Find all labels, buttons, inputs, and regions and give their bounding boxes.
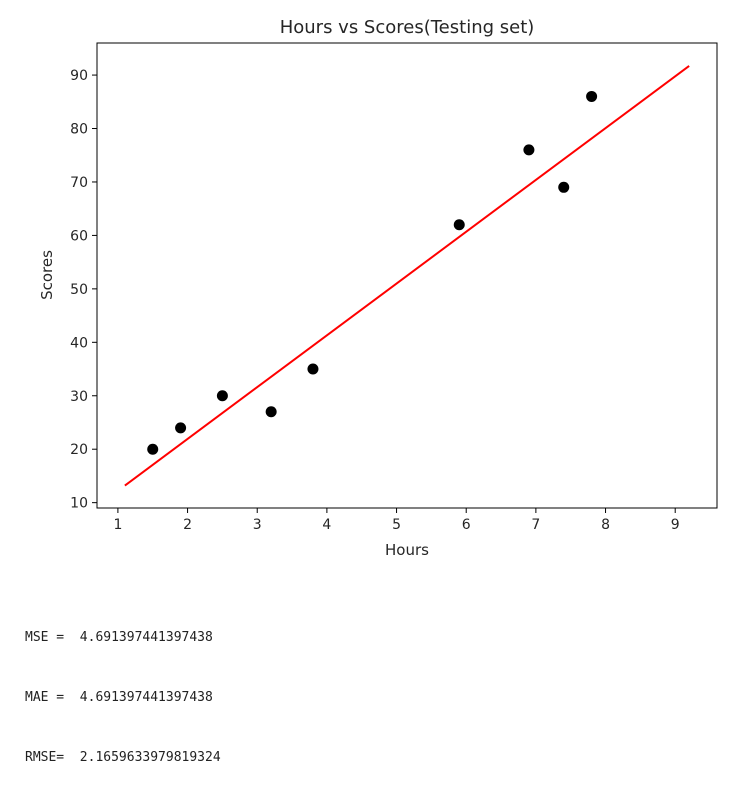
x-axis: 1 2 3 4 5 6 7 8 9 [113,508,680,533]
y-axis-label: Scores [38,250,56,300]
data-point [523,144,535,156]
data-point [453,219,465,231]
y-axis: 10 20 30 40 50 60 70 80 90 [70,68,97,512]
data-points-layer [147,90,598,455]
x-tick-label: 6 [462,517,471,533]
x-tick-label: 1 [113,517,122,533]
x-tick-label: 8 [601,517,610,533]
data-point [265,406,277,418]
data-point [175,422,187,434]
chart-title: Hours vs Scores(Testing set) [280,17,535,38]
y-tick-label: 90 [70,68,88,84]
x-tick-label: 5 [392,517,401,533]
data-point [307,363,319,375]
y-tick-label: 50 [70,282,88,298]
data-point [147,443,159,455]
mae-line: MAE = 4.691397441397438 [25,690,213,705]
x-tick-label: 7 [531,517,540,533]
y-tick-label: 60 [70,228,88,244]
data-point [558,181,570,193]
regression-line-layer [124,65,690,487]
x-tick-label: 2 [183,517,192,533]
x-axis-label: Hours [385,541,429,559]
x-tick-label: 3 [253,517,262,533]
regression-line [124,65,690,487]
y-tick-label: 30 [70,389,88,405]
data-point [216,390,228,402]
y-tick-label: 70 [70,175,88,191]
y-tick-label: 40 [70,335,88,351]
mse-line: MSE = 4.691397441397438 [25,630,213,645]
scatter-chart: Hours vs Scores(Testing set) 1 2 3 4 5 6 7 8 9 1… [38,17,718,559]
data-point [586,90,598,102]
x-tick-label: 9 [671,517,680,533]
y-tick-label: 10 [70,496,88,512]
y-tick-label: 80 [70,122,88,138]
metrics-output: MSE = 4.691397441397438 MAE = 4.69139744… [25,588,221,788]
rmse-line: RMSE= 2.1659633979819324 [25,750,221,765]
x-tick-label: 4 [322,517,331,533]
y-tick-label: 20 [70,442,88,458]
